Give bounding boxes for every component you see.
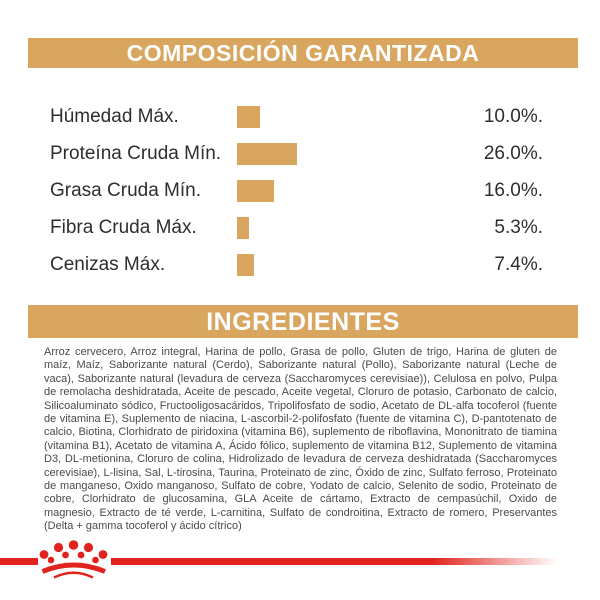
table-row: Cenizas Máx. 7.4%. xyxy=(50,246,543,283)
nutrient-label: Proteína Cruda Mín. xyxy=(50,142,222,164)
ingredients-paragraph: Arroz cervecero, Arroz integral, Harina … xyxy=(44,346,557,533)
nutrient-value: 16.0%. xyxy=(483,179,543,201)
nutrient-bar xyxy=(237,179,274,202)
royal-canin-crown-icon xyxy=(39,540,108,579)
nutrient-bar xyxy=(237,253,254,276)
nutrient-label: Fibra Cruda Máx. xyxy=(50,216,197,238)
composition-section-title: COMPOSICIÓN GARANTIZADA xyxy=(28,38,578,68)
table-row: Proteína Cruda Mín. 26.0%. xyxy=(50,135,543,172)
footer-rule-right xyxy=(111,558,557,565)
nutrient-value: 26.0%. xyxy=(483,142,543,164)
footer-rule-left xyxy=(0,558,38,565)
guaranteed-composition-table: Húmedad Máx. 10.0%. Proteína Cruda Mín. … xyxy=(50,98,543,283)
nutrient-value: 5.3%. xyxy=(494,216,543,238)
table-row: Húmedad Máx. 10.0%. xyxy=(50,98,543,135)
nutrient-bar xyxy=(237,105,260,128)
ingredients-section-title: INGREDIENTES xyxy=(28,305,578,338)
table-row: Fibra Cruda Máx. 5.3%. xyxy=(50,209,543,246)
nutrient-value: 7.4%. xyxy=(494,253,543,275)
nutrient-label: Grasa Cruda Mín. xyxy=(50,179,201,201)
nutrient-label: Húmedad Máx. xyxy=(50,105,179,127)
nutrient-value: 10.0%. xyxy=(483,105,543,127)
nutrient-bar xyxy=(237,142,297,165)
nutrient-bar xyxy=(237,216,250,239)
nutrient-label: Cenizas Máx. xyxy=(50,253,166,275)
table-row: Grasa Cruda Mín. 16.0%. xyxy=(50,172,543,209)
